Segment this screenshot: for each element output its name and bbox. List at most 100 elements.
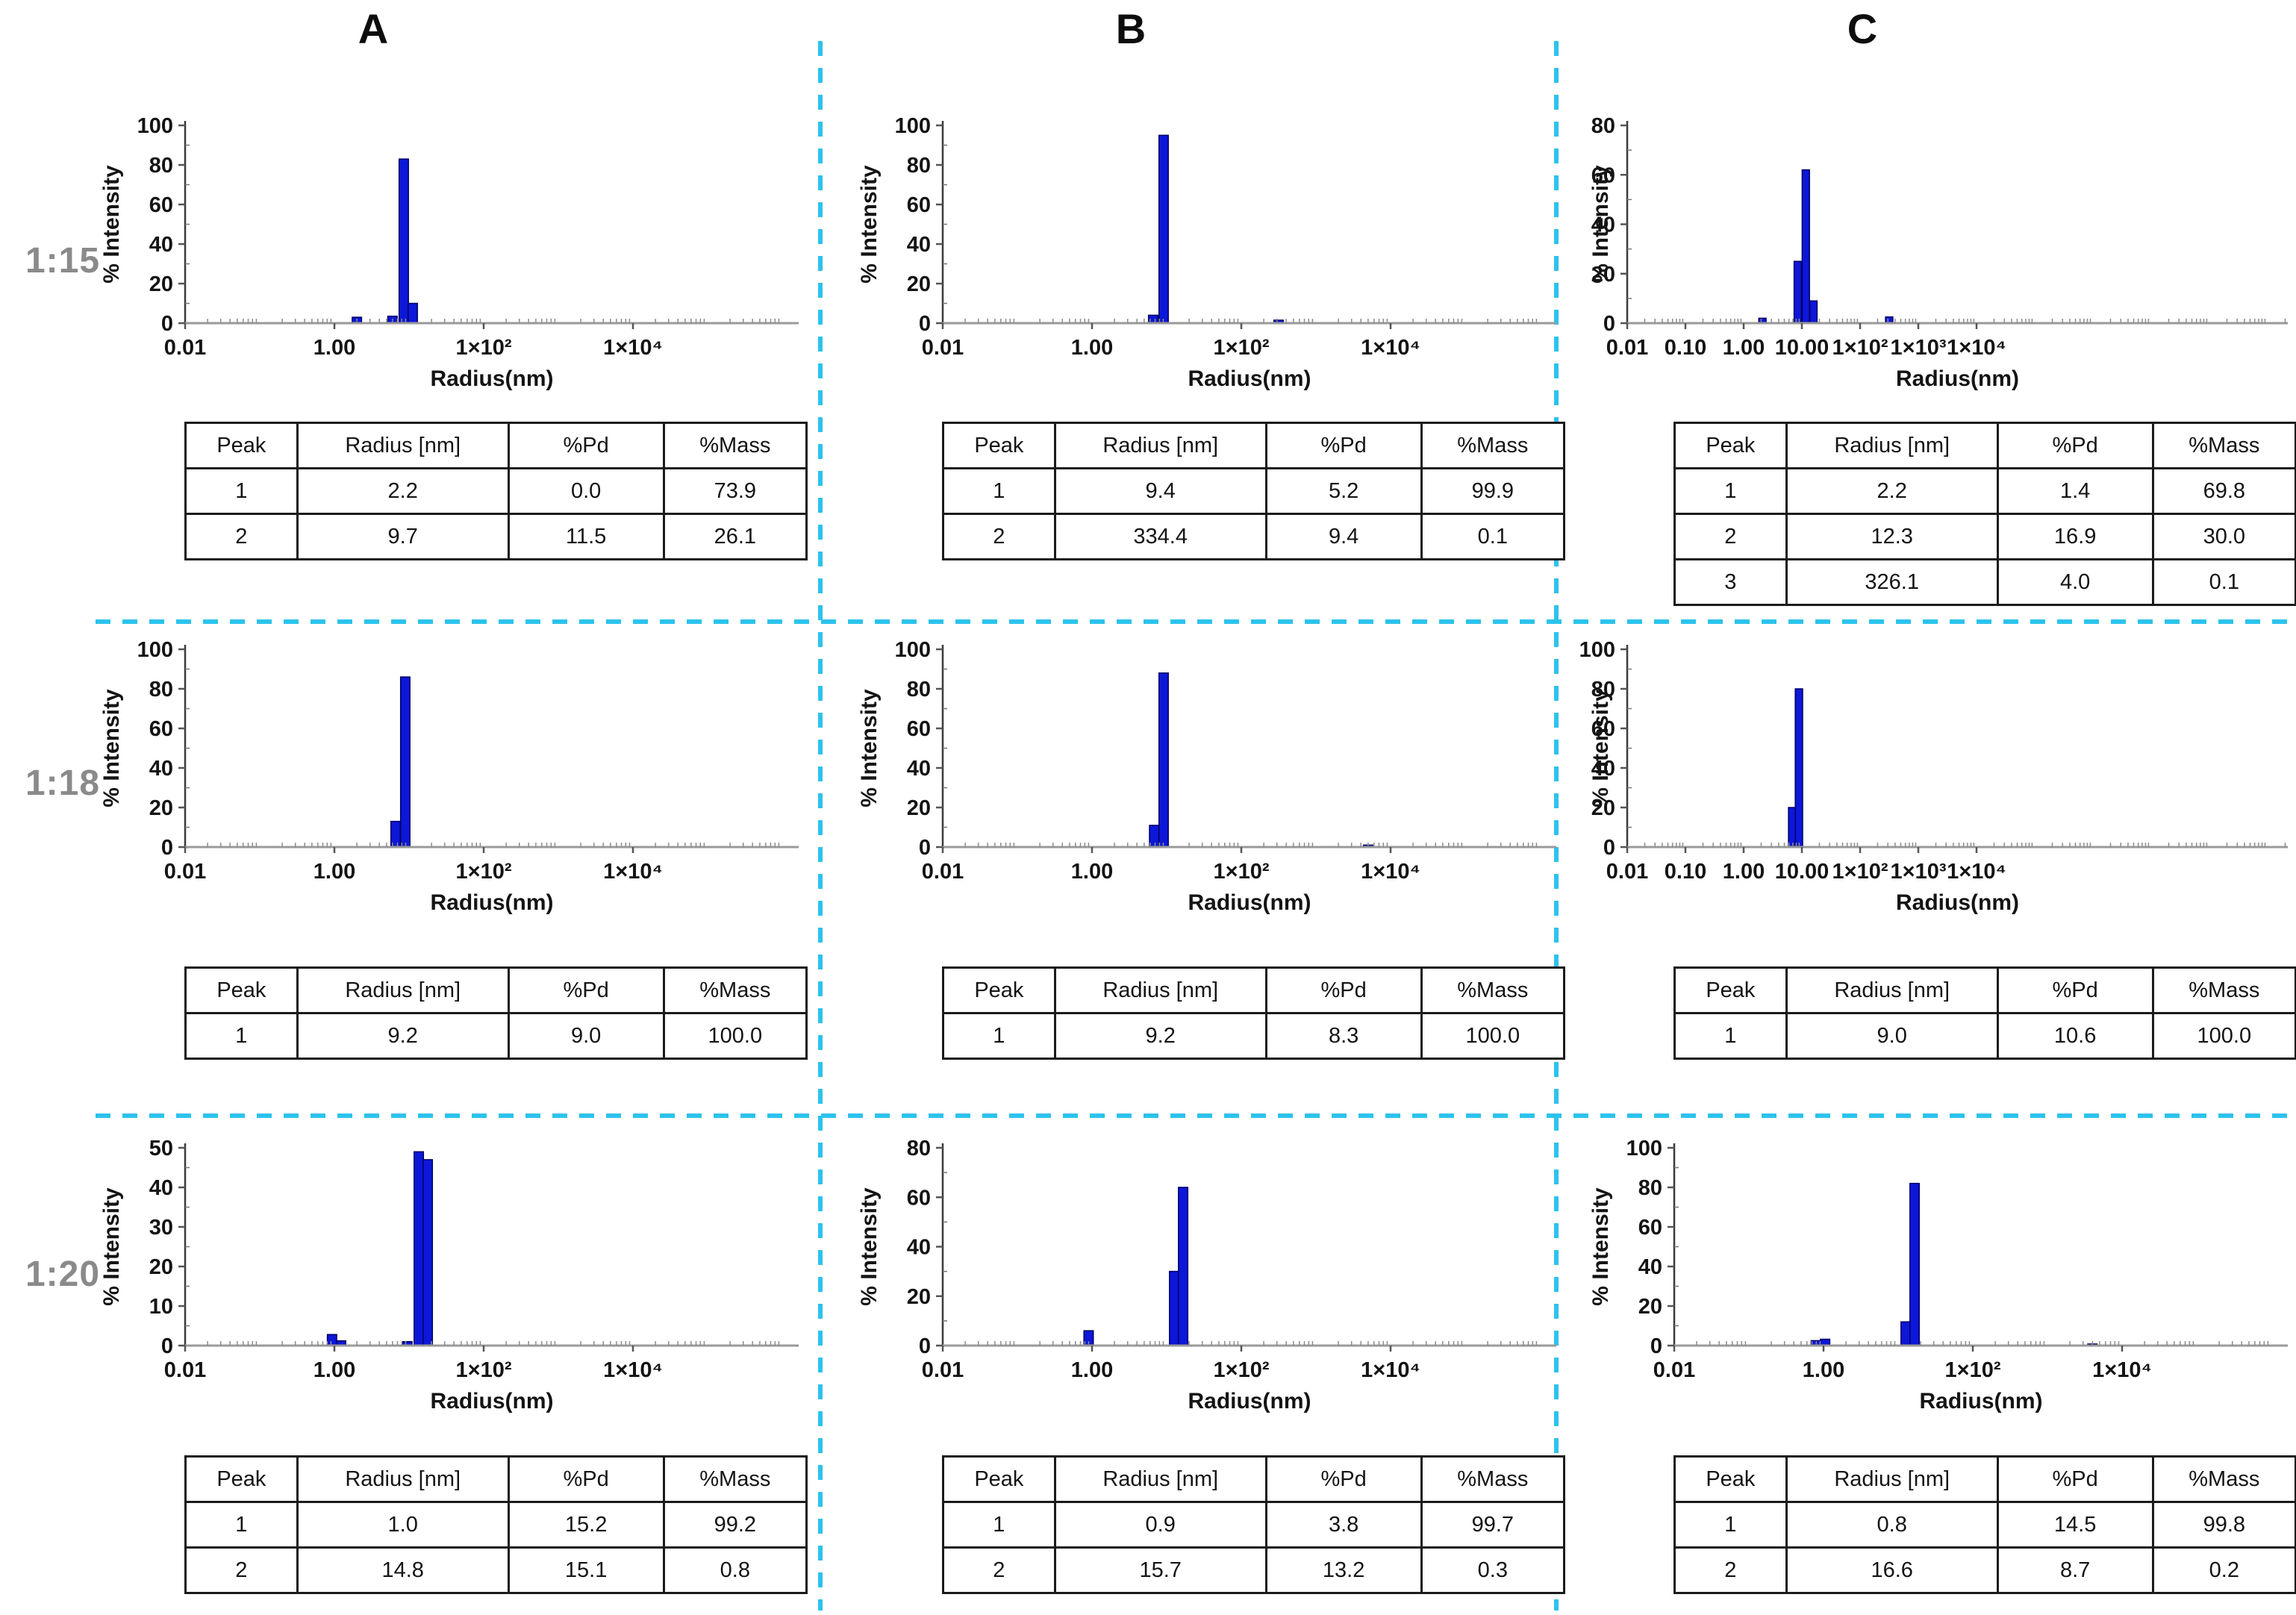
peak-table-panel-A-1-18: Peak Radius [nm] %Pd %Mass 1 9.2 9.0 100.0 xyxy=(184,966,808,1060)
table-header-cell: %Mass xyxy=(1420,422,1566,469)
x-tick-label: 0.01 xyxy=(1606,860,1648,884)
table-header-cell: Radius [nm] xyxy=(1785,422,1999,469)
x-axis: 0.01 1.00 1×10² 1×10⁴ Radius(nm) xyxy=(922,843,1556,915)
histogram-bar xyxy=(1169,1270,1180,1346)
x-tick-label: 1×10² xyxy=(1832,336,1888,360)
dls-histogram-B-1-20: 0 20 40 60 80 % Intensity 0.01 1.00 1×10² 1×10⁴ Ra… xyxy=(857,1137,1556,1413)
y-tick-label: 60 xyxy=(149,717,173,741)
histogram-bar xyxy=(399,676,411,848)
y-tick-label: 40 xyxy=(907,233,931,257)
table-cell: 3 xyxy=(1673,558,1788,606)
x-tick-label: 1.00 xyxy=(1803,1358,1844,1382)
peak-table-panel-C-1-20: Peak Radius [nm] %Pd %Mass 1 0.8 14.5 99.8 2 16.6… xyxy=(1673,1455,2296,1594)
table-row: 2 15.7 13.2 0.3 xyxy=(942,1546,1566,1594)
histogram-bar xyxy=(1794,688,1803,848)
x-axis-label: Radius(nm) xyxy=(1188,890,1311,915)
y-tick-label: 80 xyxy=(1591,114,1615,138)
y-tick-label: 20 xyxy=(1591,796,1615,820)
table-cell: 14.5 xyxy=(1996,1501,2154,1549)
x-axis: 0.01 0.10 1.00 10.00 1×10² 1×10³ 1×10⁴ Radius(n… xyxy=(1606,843,2288,915)
y-tick-label: 40 xyxy=(907,1236,931,1260)
y-tick-label: 100 xyxy=(137,114,173,138)
table-row: 2 334.4 9.4 0.1 xyxy=(942,513,1566,560)
histogram-bar xyxy=(1158,134,1169,324)
peak-table: Peak Radius [nm] %Pd %Mass 1 9.2 8.3 100.0 xyxy=(942,966,1566,1060)
y-axis: 0 20 40 60 80 100 % Intensity xyxy=(99,638,190,860)
y-tick-label: 0 xyxy=(919,1334,931,1358)
y-tick-label: 100 xyxy=(895,114,931,138)
table-cell: 11.5 xyxy=(507,513,665,560)
y-tick-label: 40 xyxy=(149,757,173,781)
dls-histogram-B-1-15: 0 20 40 60 80 100 % Intensity 0.01 1.00 1×10² 1×10… xyxy=(857,114,1556,391)
y-tick-label: 0 xyxy=(161,836,173,860)
dls-histogram-B-1-18: 0 20 40 60 80 100 % Intensity 0.01 1.00 1×10² 1×10… xyxy=(857,638,1556,915)
table-cell: 1 xyxy=(184,467,299,515)
dls-histogram-C-1-20: 0 20 40 60 80 100 % Intensity 0.01 1.00 1×10² 1×10… xyxy=(1588,1137,2288,1413)
x-tick-label: 0.01 xyxy=(1653,1358,1695,1382)
peak-table-panel-B-1-18: Peak Radius [nm] %Pd %Mass 1 9.2 8.3 100.0 xyxy=(942,966,1566,1060)
x-axis-label: Radius(nm) xyxy=(431,366,554,391)
y-axis: 0 20 40 60 80 100 % Intensity xyxy=(857,114,947,336)
table-cell: 16.6 xyxy=(1785,1546,1999,1594)
x-tick-label: 1×10² xyxy=(456,336,512,360)
histogram-bar xyxy=(1809,300,1818,324)
table-header-cell: %Mass xyxy=(1420,1455,1566,1503)
y-axis: 0 20 40 60 80 100 % Intensity xyxy=(99,114,190,336)
table-cell: 0.8 xyxy=(1785,1501,1999,1549)
dls-histogram-A-1-15: 0 20 40 60 80 100 % Intensity 0.01 1.00 1×10² 1×10… xyxy=(99,114,799,391)
y-axis: 0 20 40 60 80 100 % Intensity xyxy=(857,638,947,860)
table-header-cell: %Mass xyxy=(2151,1455,2296,1503)
table-header-cell: %Pd xyxy=(1264,1455,1423,1503)
y-axis-label: % Intensity xyxy=(99,1187,124,1306)
column-header-c: C xyxy=(1847,5,1878,52)
y-tick-label: 80 xyxy=(1591,678,1615,702)
table-header-cell: %Pd xyxy=(507,966,665,1014)
x-tick-label: 1×10⁴ xyxy=(603,1358,663,1382)
table-cell: 1.0 xyxy=(296,1501,510,1549)
y-tick-label: 40 xyxy=(149,233,173,257)
table-header-cell: Radius [nm] xyxy=(1053,966,1267,1014)
histogram-bar xyxy=(414,1151,425,1346)
table-cell: 9.0 xyxy=(1785,1012,1999,1060)
y-tick-label: 40 xyxy=(1591,213,1615,237)
table-cell: 0.8 xyxy=(662,1546,808,1594)
table-cell: 9.2 xyxy=(1053,1012,1267,1060)
peak-table-panel-A-1-20: Peak Radius [nm] %Pd %Mass 1 1.0 15.2 99.2 2 14.8… xyxy=(184,1455,808,1594)
y-axis: 0 20 40 60 80 100 % Intensity xyxy=(1588,1137,1679,1358)
x-tick-label: 1×10² xyxy=(1214,336,1270,360)
y-tick-label: 80 xyxy=(1638,1176,1662,1200)
table-cell: 2.2 xyxy=(1785,467,1999,515)
table-header-cell: %Pd xyxy=(1996,422,2154,469)
histogram-bar xyxy=(407,302,418,324)
bars xyxy=(1788,688,1803,848)
x-tick-label: 1.00 xyxy=(1071,336,1113,360)
table-cell: 14.8 xyxy=(296,1546,510,1594)
table-cell: 9.4 xyxy=(1264,513,1423,560)
table-row: 2 14.8 15.1 0.8 xyxy=(184,1546,808,1594)
y-tick-label: 60 xyxy=(1591,163,1615,187)
y-tick-label: 30 xyxy=(149,1216,173,1240)
table-header-cell: %Mass xyxy=(2151,966,2296,1014)
table-cell: 10.6 xyxy=(1996,1012,2154,1060)
y-tick-label: 10 xyxy=(149,1295,173,1319)
y-axis: 0 20 40 60 80 % Intensity xyxy=(857,1137,947,1358)
bars xyxy=(390,676,411,848)
y-tick-label: 0 xyxy=(919,312,931,336)
histogram-bar xyxy=(1801,169,1810,324)
bars xyxy=(1758,169,1894,324)
table-cell: 100.0 xyxy=(2151,1012,2296,1060)
table-cell: 15.2 xyxy=(507,1501,665,1549)
bars xyxy=(1810,1182,2098,1346)
table-row: 1 0.9 3.8 99.7 xyxy=(942,1501,1566,1549)
x-tick-label: 1×10⁴ xyxy=(1361,860,1420,884)
y-tick-label: 20 xyxy=(1638,1295,1662,1319)
y-axis-label: % Intensity xyxy=(857,689,882,808)
histogram-bar xyxy=(1793,260,1803,324)
y-tick-label: 60 xyxy=(1591,717,1615,741)
table-cell: 1 xyxy=(1673,467,1788,515)
x-tick-label: 1×10² xyxy=(1214,860,1270,884)
y-tick-label: 100 xyxy=(895,638,931,662)
peak-table: Peak Radius [nm] %Pd %Mass 1 1.0 15.2 99.2 2 14.8… xyxy=(184,1455,808,1594)
y-tick-label: 40 xyxy=(149,1176,173,1200)
